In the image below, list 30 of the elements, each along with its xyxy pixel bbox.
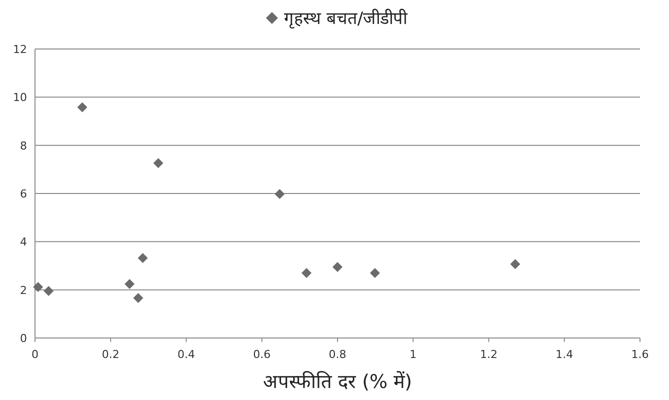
x-tick-label: 0.6 — [253, 348, 271, 361]
x-tick-label: 0.2 — [102, 348, 120, 361]
y-tick-label: 4 — [20, 236, 27, 249]
x-tick-label: 1.6 — [631, 348, 649, 361]
point — [153, 158, 164, 168]
x-tick-label: 1.2 — [480, 348, 498, 361]
point — [77, 102, 88, 112]
x-axis-title: अपस्फीति दर (% में) — [263, 370, 412, 393]
point — [124, 279, 135, 290]
point — [44, 286, 54, 296]
x-tick-label: 0 — [32, 348, 38, 361]
point — [332, 262, 342, 272]
y-tick-label: 6 — [20, 188, 27, 200]
point — [301, 268, 312, 278]
y-tick-label: 0 — [20, 332, 27, 345]
y-tick-label: 10 — [13, 91, 27, 104]
x-tick-label: 0.8 — [328, 348, 346, 361]
point — [274, 188, 285, 199]
point — [370, 268, 380, 278]
x-tick-label: 1 — [410, 348, 417, 361]
y-tick-label: 8 — [20, 139, 27, 152]
x-tick-label: 1.4 — [556, 348, 574, 361]
y-tick-label: 2 — [20, 284, 27, 297]
point — [133, 293, 144, 304]
y-tick-label: 12 — [13, 43, 27, 56]
point — [510, 259, 520, 270]
legend-label: गृहस्थ बचत/जीडीपी — [284, 8, 408, 29]
point — [33, 282, 44, 292]
x-tick-label: 0.4 — [178, 348, 195, 361]
point — [138, 253, 148, 264]
